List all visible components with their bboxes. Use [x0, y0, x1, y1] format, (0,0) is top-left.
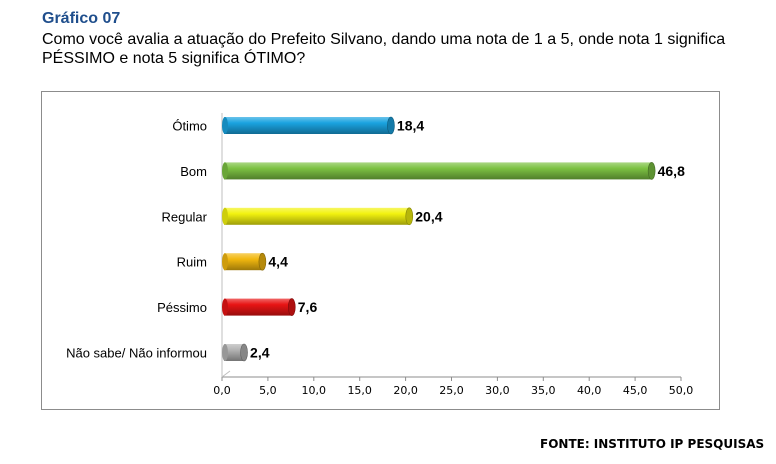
bar-end-cap — [287, 298, 296, 316]
bar-5 — [224, 344, 245, 361]
bar-start-cap — [222, 207, 228, 225]
bar-4 — [224, 298, 292, 316]
bar-end-cap — [387, 116, 395, 135]
bar-start-cap — [222, 344, 228, 361]
value-label: 2,4 — [250, 345, 270, 361]
x-tick-label: 5,0 — [259, 384, 277, 397]
bar-3 — [224, 253, 263, 271]
bar-end-cap — [240, 343, 248, 362]
chart-question: Como você avalia a atuação do Prefeito S… — [42, 31, 726, 67]
category-label: Ruim — [177, 255, 207, 270]
x-tick-label: 0,0 — [213, 384, 231, 397]
bar-start-cap — [222, 117, 228, 134]
bar-1 — [224, 162, 652, 180]
bar-0 — [224, 117, 391, 134]
x-tick-label: 10,0 — [302, 384, 327, 397]
source-note: FONTE: INSTITUTO IP PESQUISAS — [540, 437, 765, 451]
value-label: 4,4 — [268, 254, 288, 270]
category-label: Não sabe/ Não informou — [66, 346, 207, 361]
value-label: 7,6 — [298, 299, 318, 315]
bar-end-cap — [405, 207, 414, 226]
bar-start-cap — [222, 162, 228, 180]
bar-start-cap — [222, 298, 228, 316]
x-tick-label: 35,0 — [531, 384, 556, 397]
category-label: Péssimo — [157, 300, 207, 315]
chart-title: Gráfico 07 — [42, 10, 121, 27]
x-tick-label: 40,0 — [577, 384, 602, 397]
bar-end-cap — [647, 162, 656, 180]
value-label: 20,4 — [415, 208, 442, 224]
bar-start-cap — [222, 253, 228, 271]
category-label: Bom — [180, 164, 207, 179]
category-label: Ótimo — [172, 119, 207, 134]
value-label: 18,4 — [397, 118, 424, 134]
x-tick-label: 25,0 — [439, 384, 464, 397]
x-tick-label: 50,0 — [669, 384, 694, 397]
axis-depth-line — [221, 370, 231, 378]
x-tick-label: 30,0 — [485, 384, 510, 397]
chart-frame — [41, 91, 720, 410]
category-label: Regular — [161, 209, 207, 224]
x-tick-label: 20,0 — [393, 384, 418, 397]
bar-end-cap — [258, 252, 267, 271]
x-tick-label: 45,0 — [623, 384, 648, 397]
bar-2 — [224, 207, 410, 225]
value-label: 46,8 — [658, 163, 685, 179]
x-tick-label: 15,0 — [347, 384, 372, 397]
